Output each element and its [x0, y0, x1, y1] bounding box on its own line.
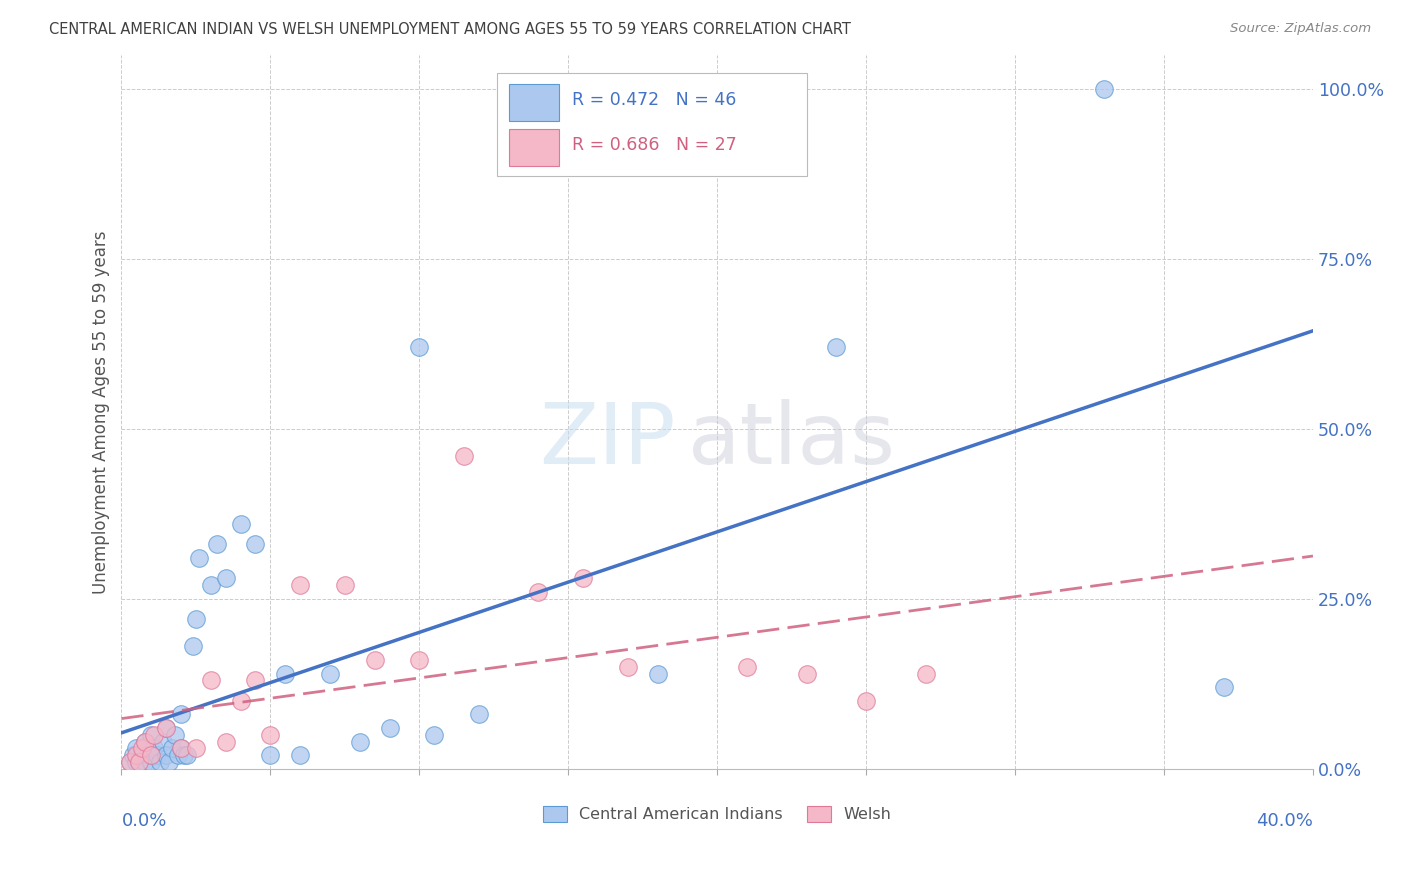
Point	[143, 728, 166, 742]
Point	[136, 748, 159, 763]
Point	[423, 728, 446, 742]
Point	[647, 666, 669, 681]
Point	[146, 748, 169, 763]
Legend: Central American Indians, Welsh: Central American Indians, Welsh	[536, 799, 898, 829]
Text: 40.0%: 40.0%	[1256, 812, 1313, 830]
Point	[825, 340, 848, 354]
Point	[259, 728, 281, 742]
Point	[181, 640, 204, 654]
Text: Source: ZipAtlas.com: Source: ZipAtlas.com	[1230, 22, 1371, 36]
Point	[617, 660, 640, 674]
Point	[796, 666, 818, 681]
Point	[855, 694, 877, 708]
Point	[215, 571, 238, 585]
Point	[288, 748, 311, 763]
Point	[187, 551, 209, 566]
Y-axis label: Unemployment Among Ages 55 to 59 years: Unemployment Among Ages 55 to 59 years	[93, 230, 110, 594]
Point	[173, 748, 195, 763]
Point	[333, 578, 356, 592]
Point	[363, 653, 385, 667]
Point	[572, 571, 595, 585]
Point	[155, 721, 177, 735]
Point	[468, 707, 491, 722]
Point	[245, 537, 267, 551]
Point	[143, 741, 166, 756]
Point	[155, 721, 177, 735]
Point	[131, 748, 153, 763]
Point	[141, 748, 163, 763]
Point	[200, 578, 222, 592]
Point	[229, 694, 252, 708]
Point	[453, 449, 475, 463]
Text: R = 0.472   N = 46: R = 0.472 N = 46	[572, 91, 737, 109]
Point	[319, 666, 342, 681]
Point	[149, 755, 172, 769]
Point	[735, 660, 758, 674]
Point	[167, 748, 190, 763]
Text: CENTRAL AMERICAN INDIAN VS WELSH UNEMPLOYMENT AMONG AGES 55 TO 59 YEARS CORRELAT: CENTRAL AMERICAN INDIAN VS WELSH UNEMPLO…	[49, 22, 851, 37]
Point	[155, 748, 177, 763]
Point	[152, 734, 174, 748]
Point	[160, 741, 183, 756]
Point	[157, 755, 180, 769]
Point	[141, 728, 163, 742]
Point	[176, 748, 198, 763]
Point	[408, 653, 430, 667]
Point	[259, 748, 281, 763]
Point	[134, 734, 156, 748]
Point	[1212, 680, 1234, 694]
Point	[184, 612, 207, 626]
Text: R = 0.686   N = 27: R = 0.686 N = 27	[572, 136, 737, 154]
Point	[134, 734, 156, 748]
Point	[205, 537, 228, 551]
Text: ZIP: ZIP	[538, 399, 675, 482]
Point	[378, 721, 401, 735]
Point	[165, 728, 187, 742]
Point	[125, 741, 148, 756]
Point	[131, 741, 153, 756]
FancyBboxPatch shape	[496, 73, 807, 177]
Point	[141, 755, 163, 769]
Point	[170, 741, 193, 756]
Point	[170, 707, 193, 722]
Point	[1094, 82, 1116, 96]
FancyBboxPatch shape	[509, 128, 558, 166]
Point	[120, 755, 142, 769]
Point	[184, 741, 207, 756]
Text: atlas: atlas	[688, 399, 896, 482]
Point	[229, 517, 252, 532]
Point	[274, 666, 297, 681]
Point	[245, 673, 267, 688]
Point	[288, 578, 311, 592]
Point	[125, 748, 148, 763]
Point	[120, 755, 142, 769]
Point	[527, 585, 550, 599]
Point	[349, 734, 371, 748]
Point	[200, 673, 222, 688]
Text: 0.0%: 0.0%	[121, 812, 167, 830]
Point	[134, 755, 156, 769]
Point	[122, 748, 145, 763]
Point	[170, 741, 193, 756]
Point	[408, 340, 430, 354]
Point	[125, 755, 148, 769]
Point	[128, 755, 150, 769]
Point	[215, 734, 238, 748]
Point	[128, 755, 150, 769]
FancyBboxPatch shape	[509, 84, 558, 120]
Point	[914, 666, 936, 681]
